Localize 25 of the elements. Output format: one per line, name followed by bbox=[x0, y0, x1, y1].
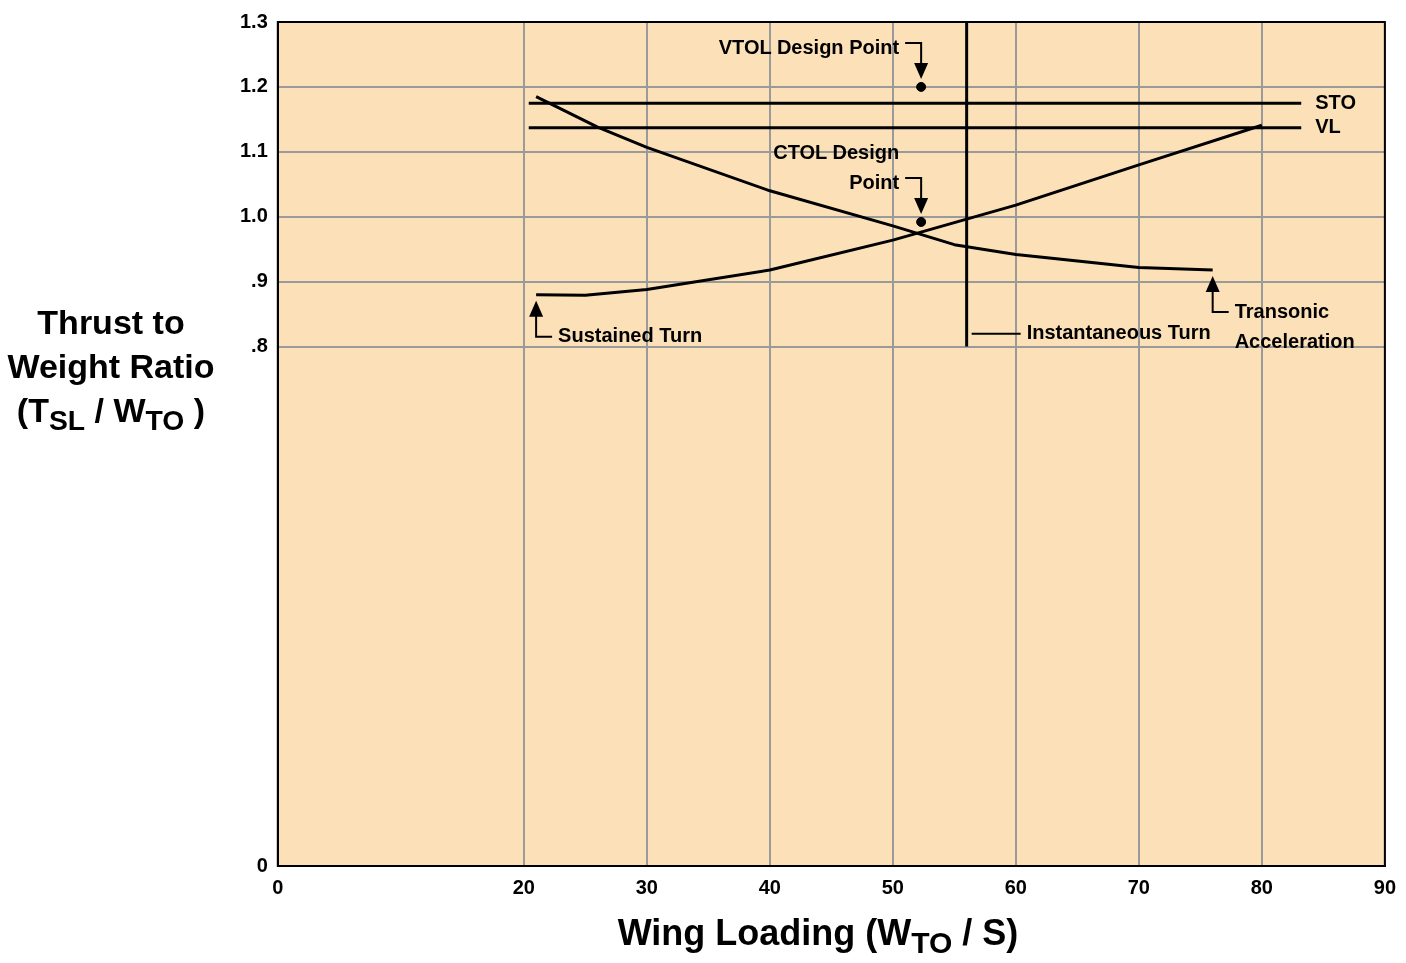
annotation: CTOL Design Point bbox=[773, 141, 900, 194]
annotation: Transonic Acceleration bbox=[1234, 299, 1355, 352]
y-tick-label: 1.3 bbox=[239, 9, 268, 32]
x-tick-label: 80 bbox=[1250, 875, 1273, 898]
y-tick-label: 1.1 bbox=[239, 139, 268, 162]
y-tick-label: 1.2 bbox=[239, 74, 268, 97]
x-tick-label: 90 bbox=[1373, 875, 1396, 898]
x-tick-label: 0 bbox=[272, 875, 284, 898]
y-tick-label: .9 bbox=[251, 269, 268, 292]
y-tick-label: 0 bbox=[256, 853, 268, 876]
series-label: VL bbox=[1315, 115, 1341, 138]
x-tick-label: 60 bbox=[1004, 875, 1027, 898]
x-tick-label: 50 bbox=[881, 875, 904, 898]
annotation: VTOL Design Point bbox=[718, 36, 900, 59]
y-axis-title: Thrust to Weight Ratio (T$_{SL}$ / W$_{TO}$ ) bbox=[6, 302, 216, 438]
annotation: Sustained Turn bbox=[558, 324, 703, 347]
annotation: Instantaneous Turn bbox=[1026, 321, 1211, 344]
x-tick-label: 40 bbox=[758, 875, 781, 898]
y-tick-label: .8 bbox=[251, 334, 268, 357]
x-tick-label: 70 bbox=[1127, 875, 1150, 898]
x-tick-label: 30 bbox=[635, 875, 658, 898]
x-tick-label: 20 bbox=[512, 875, 535, 898]
y-tick-label: 1.0 bbox=[239, 204, 268, 227]
series-label: STO bbox=[1315, 90, 1356, 113]
x-axis-title: Wing Loading (W$_{TO}$ / S) bbox=[616, 912, 1020, 961]
